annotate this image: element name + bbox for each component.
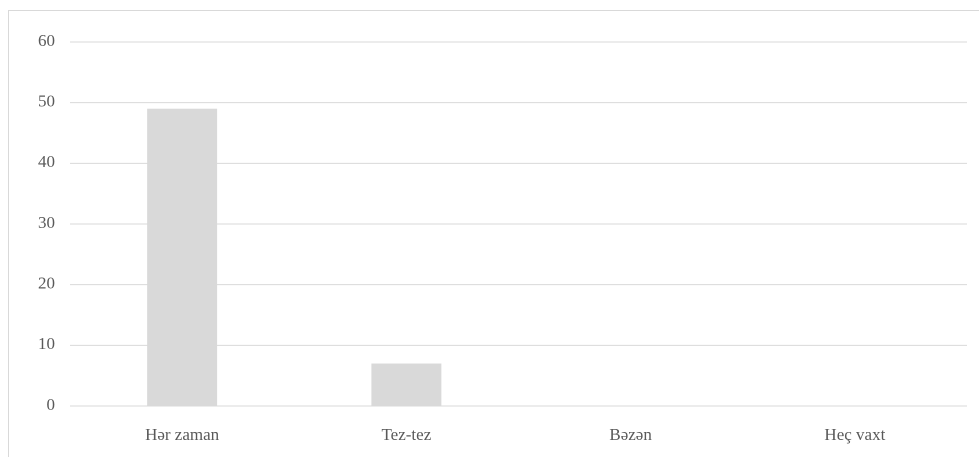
x-tick-label: Heç vaxt <box>824 425 885 444</box>
y-tick-label: 50 <box>38 92 55 111</box>
y-tick-label: 60 <box>38 31 55 50</box>
bar <box>371 363 442 406</box>
bar <box>147 108 218 406</box>
x-tick-label: Hər zaman <box>145 425 220 444</box>
y-tick-label: 30 <box>38 213 55 232</box>
x-tick-label: Bəzən <box>609 425 652 444</box>
y-tick-label: 0 <box>47 395 56 414</box>
x-tick-label: Tez-tez <box>381 425 431 444</box>
y-tick-label: 40 <box>38 152 55 171</box>
y-tick-label: 10 <box>38 334 55 353</box>
y-tick-label: 20 <box>38 274 55 293</box>
